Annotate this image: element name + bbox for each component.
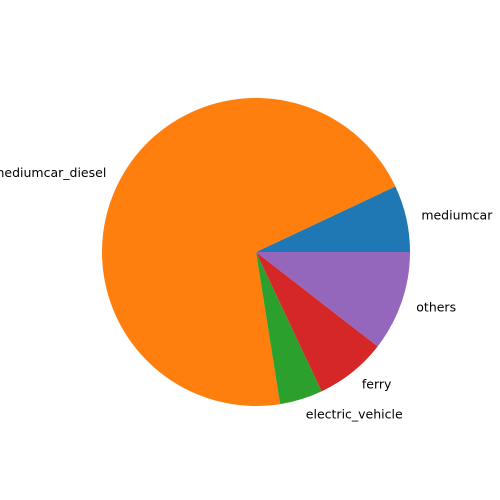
pie-label-mediumcar-diesel: mediumcar_diesel [0,165,106,180]
pie-label-ferry: ferry [362,377,392,392]
pie-labels: mediumcar mediumcar_diesel electric_vehicl… [0,165,493,421]
pie-label-others: others [416,299,456,314]
pie-slices [101,98,410,407]
pie-slice-electric-vehicle [256,252,322,405]
pie-slice-others [256,252,410,347]
pie-label-electric-vehicle: electric_vehicle [306,406,403,421]
pie-slice-ferry [256,252,378,392]
pie-slice-mediumcar-diesel [101,98,396,407]
pie-slice-mediumcar [256,186,410,252]
pie-label-mediumcar: mediumcar [421,208,493,223]
